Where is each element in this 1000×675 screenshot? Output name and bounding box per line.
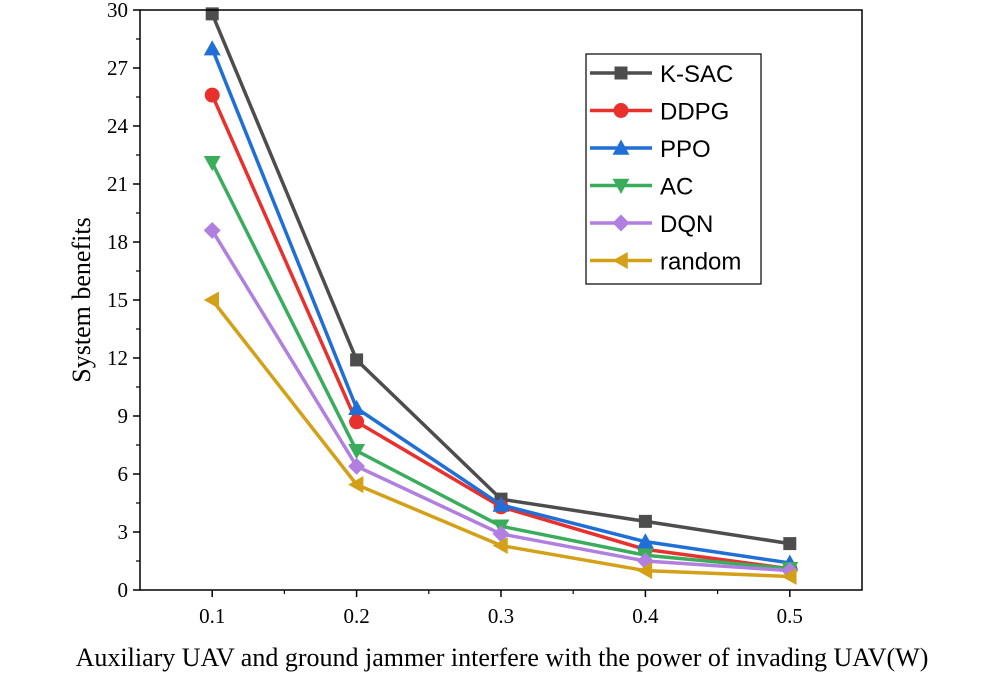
data-point (638, 514, 652, 528)
data-point (492, 537, 508, 554)
legend-item: random (590, 249, 741, 276)
data-point (348, 457, 366, 475)
y-tick-label: 30 (107, 0, 128, 22)
y-tick-label: 15 (107, 288, 128, 312)
legend-item: DDPG (590, 99, 729, 126)
data-point (203, 155, 221, 172)
y-tick-label: 6 (118, 462, 129, 486)
y-tick-label: 18 (107, 230, 128, 254)
plot-area (203, 7, 799, 585)
series-dqn (203, 221, 799, 580)
series-random (203, 291, 797, 585)
data-point (349, 414, 365, 430)
y-tick-label: 24 (107, 114, 129, 138)
legend-item: AC (590, 174, 693, 201)
data-point (348, 444, 366, 460)
legend: K-SAC DDPG PPO AC DQN random (585, 53, 762, 285)
y-tick-label: 27 (107, 56, 128, 80)
x-tick-label: 0.5 (777, 604, 803, 628)
x-tick-label: 0.2 (343, 604, 369, 628)
legend-marker (612, 252, 628, 269)
axes: 0 3 6 9 12 15 18 21 24 27 30 0.1 0.2 0.3 0.4 0.5 (107, 0, 803, 628)
legend-marker (613, 103, 629, 118)
x-tick-label: 0.1 (199, 604, 225, 628)
data-point (203, 40, 221, 56)
data-point (636, 562, 653, 580)
legend-label: AC (660, 174, 693, 201)
legend-label: random (660, 249, 741, 276)
legend-item: K-SAC (590, 61, 733, 88)
data-point (348, 399, 366, 416)
data-point (781, 568, 797, 585)
y-tick-label: 0 (118, 578, 129, 602)
data-point (781, 562, 799, 580)
data-point (203, 221, 221, 239)
y-axis-title: System benefits (67, 217, 96, 382)
y-tick-label: 9 (118, 404, 129, 428)
data-point (492, 496, 510, 512)
data-point (636, 533, 654, 549)
legend-marker (614, 66, 628, 80)
y-tick-label: 3 (118, 520, 129, 544)
legend-marker (612, 214, 630, 232)
x-axis-title: Auxiliary UAV and ground jammer interfer… (76, 643, 929, 672)
data-point (783, 537, 797, 551)
legend-marker (612, 178, 630, 194)
x-tick-label: 0.3 (488, 604, 514, 628)
y-tick-label: 12 (107, 346, 128, 370)
legend-item: DQN (590, 211, 713, 238)
data-point (203, 291, 219, 309)
legend-box (585, 53, 762, 285)
legend-label: PPO (660, 136, 711, 163)
y-tick-label: 21 (107, 172, 128, 196)
legend-marker (612, 139, 630, 155)
x-tick-label: 0.4 (632, 604, 659, 628)
data-point (350, 353, 364, 367)
legend-label: DDPG (660, 99, 729, 126)
data-point (204, 87, 220, 103)
data-point (348, 476, 364, 494)
data-point (492, 525, 510, 543)
legend-item: PPO (590, 136, 711, 163)
legend-label: K-SAC (660, 61, 733, 88)
legend-label: DQN (660, 211, 713, 238)
